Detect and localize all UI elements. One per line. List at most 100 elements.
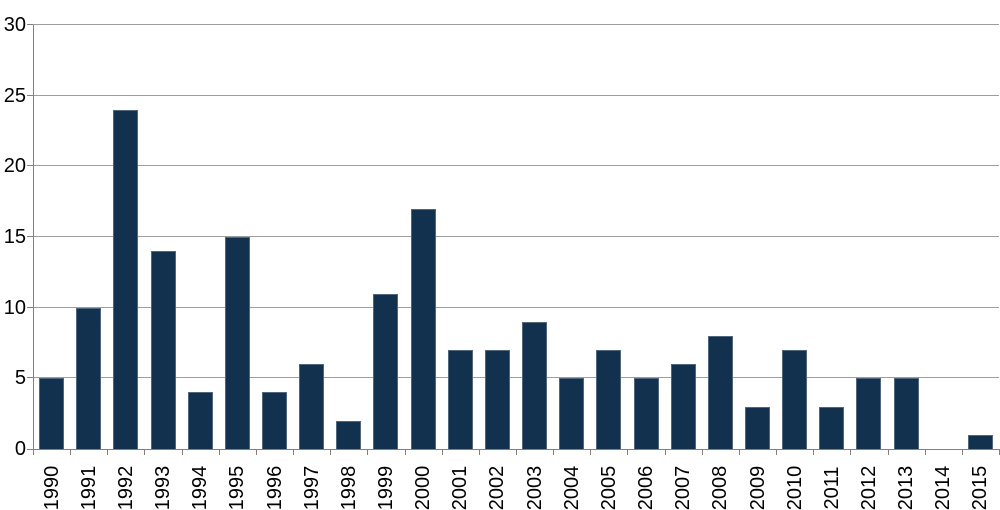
y-tick-20 bbox=[27, 165, 33, 167]
x-tick-11 bbox=[442, 449, 443, 455]
y-tick-label-10: 10 bbox=[3, 296, 26, 319]
bar-2005 bbox=[596, 350, 621, 449]
x-tick-label-2010: 2010 bbox=[783, 465, 806, 510]
x-tick-label-2014: 2014 bbox=[932, 465, 955, 510]
x-tick-label-2007: 2007 bbox=[672, 465, 695, 510]
x-tick-6 bbox=[256, 449, 257, 455]
x-tick-label-2012: 2012 bbox=[857, 465, 880, 510]
x-tick-label-2015: 2015 bbox=[969, 465, 992, 510]
gridline-y-5 bbox=[33, 377, 999, 379]
x-tick-12 bbox=[479, 449, 480, 455]
x-tick-25 bbox=[962, 449, 963, 455]
y-tick-25 bbox=[27, 94, 33, 96]
bar-2008 bbox=[708, 335, 733, 449]
bar-2000 bbox=[411, 208, 436, 449]
x-tick-7 bbox=[293, 449, 294, 455]
gridline-y-30 bbox=[33, 24, 999, 25]
x-tick-label-2008: 2008 bbox=[709, 465, 732, 510]
bar-1998 bbox=[336, 420, 361, 449]
bar-2009 bbox=[745, 406, 770, 449]
y-tick-label-15: 15 bbox=[3, 226, 26, 248]
y-tick-30 bbox=[27, 24, 33, 25]
bar-1997 bbox=[299, 364, 324, 449]
x-tick-0 bbox=[33, 449, 34, 455]
x-tick-label-2001: 2001 bbox=[449, 465, 472, 510]
x-tick-label-2006: 2006 bbox=[635, 465, 658, 510]
bar-1993 bbox=[151, 251, 176, 449]
bar-1996 bbox=[262, 392, 287, 449]
x-tick-label-2000: 2000 bbox=[412, 465, 435, 510]
y-tick-10 bbox=[27, 306, 33, 308]
gridline-y-10 bbox=[33, 306, 999, 308]
x-tick-label-1997: 1997 bbox=[300, 465, 323, 510]
x-tick-label-1994: 1994 bbox=[189, 465, 212, 510]
bar-2015 bbox=[968, 434, 993, 449]
x-tick-label-1992: 1992 bbox=[114, 465, 137, 510]
bar-2006 bbox=[634, 378, 659, 449]
x-tick-label-2013: 2013 bbox=[895, 465, 918, 510]
x-tick-14 bbox=[553, 449, 554, 455]
x-tick-19 bbox=[739, 449, 740, 455]
x-tick-20 bbox=[776, 449, 777, 455]
x-tick-21 bbox=[813, 449, 814, 455]
y-tick-label-0: 0 bbox=[14, 438, 26, 460]
gridline-y-15 bbox=[33, 236, 999, 237]
bar-2007 bbox=[671, 364, 696, 449]
x-tick-18 bbox=[702, 449, 703, 455]
y-tick-label-20: 20 bbox=[3, 155, 26, 178]
x-tick-23 bbox=[888, 449, 889, 455]
bar-2013 bbox=[894, 378, 919, 449]
y-tick-label-25: 25 bbox=[3, 84, 26, 107]
y-tick-5 bbox=[27, 377, 33, 379]
x-tick-label-2004: 2004 bbox=[560, 465, 583, 510]
x-tick-1 bbox=[70, 449, 71, 455]
bar-1995 bbox=[225, 237, 250, 449]
x-tick-label-1990: 1990 bbox=[40, 465, 63, 510]
x-tick-label-2002: 2002 bbox=[486, 465, 509, 510]
y-tick-label-5: 5 bbox=[14, 367, 26, 390]
x-tick-label-1998: 1998 bbox=[337, 465, 360, 510]
y-tick-15 bbox=[27, 236, 33, 237]
bar-1999 bbox=[373, 293, 398, 449]
x-tick-10 bbox=[405, 449, 406, 455]
x-tick-17 bbox=[665, 449, 666, 455]
bar-2012 bbox=[856, 378, 881, 449]
gridline-y-20 bbox=[33, 165, 999, 167]
x-tick-22 bbox=[850, 449, 851, 455]
bar-1994 bbox=[188, 392, 213, 449]
x-tick-24 bbox=[925, 449, 926, 455]
x-tick-4 bbox=[182, 449, 183, 455]
x-tick-label-1996: 1996 bbox=[263, 465, 286, 510]
x-tick-label-1995: 1995 bbox=[226, 465, 249, 510]
bar-2004 bbox=[559, 378, 584, 449]
x-tick-15 bbox=[590, 449, 591, 455]
x-tick-5 bbox=[219, 449, 220, 455]
bar-1990 bbox=[39, 378, 64, 449]
x-tick-label-2005: 2005 bbox=[597, 465, 620, 510]
gridline-y-25 bbox=[33, 94, 999, 96]
y-tick-0 bbox=[27, 449, 33, 450]
x-tick-3 bbox=[144, 449, 145, 455]
x-tick-8 bbox=[330, 449, 331, 455]
x-tick-label-2003: 2003 bbox=[523, 465, 546, 510]
x-tick-label-1993: 1993 bbox=[152, 465, 175, 510]
x-tick-13 bbox=[516, 449, 517, 455]
x-tick-16 bbox=[627, 449, 628, 455]
bar-2003 bbox=[522, 321, 547, 449]
y-axis-line bbox=[33, 25, 34, 449]
x-tick-9 bbox=[367, 449, 368, 455]
y-tick-label-30: 30 bbox=[3, 14, 26, 36]
x-tick-label-2011: 2011 bbox=[820, 466, 843, 510]
x-tick-label-1991: 1991 bbox=[77, 465, 100, 510]
x-tick-2 bbox=[107, 449, 108, 455]
bar-1992 bbox=[113, 109, 138, 449]
bar-2011 bbox=[819, 406, 844, 449]
plot-area bbox=[33, 24, 999, 450]
bar-1991 bbox=[76, 307, 101, 449]
bar-2001 bbox=[448, 350, 473, 449]
bar-2002 bbox=[485, 350, 510, 449]
x-tick-label-2009: 2009 bbox=[746, 465, 769, 510]
bar-2010 bbox=[782, 350, 807, 449]
x-tick-label-1999: 1999 bbox=[374, 465, 397, 510]
